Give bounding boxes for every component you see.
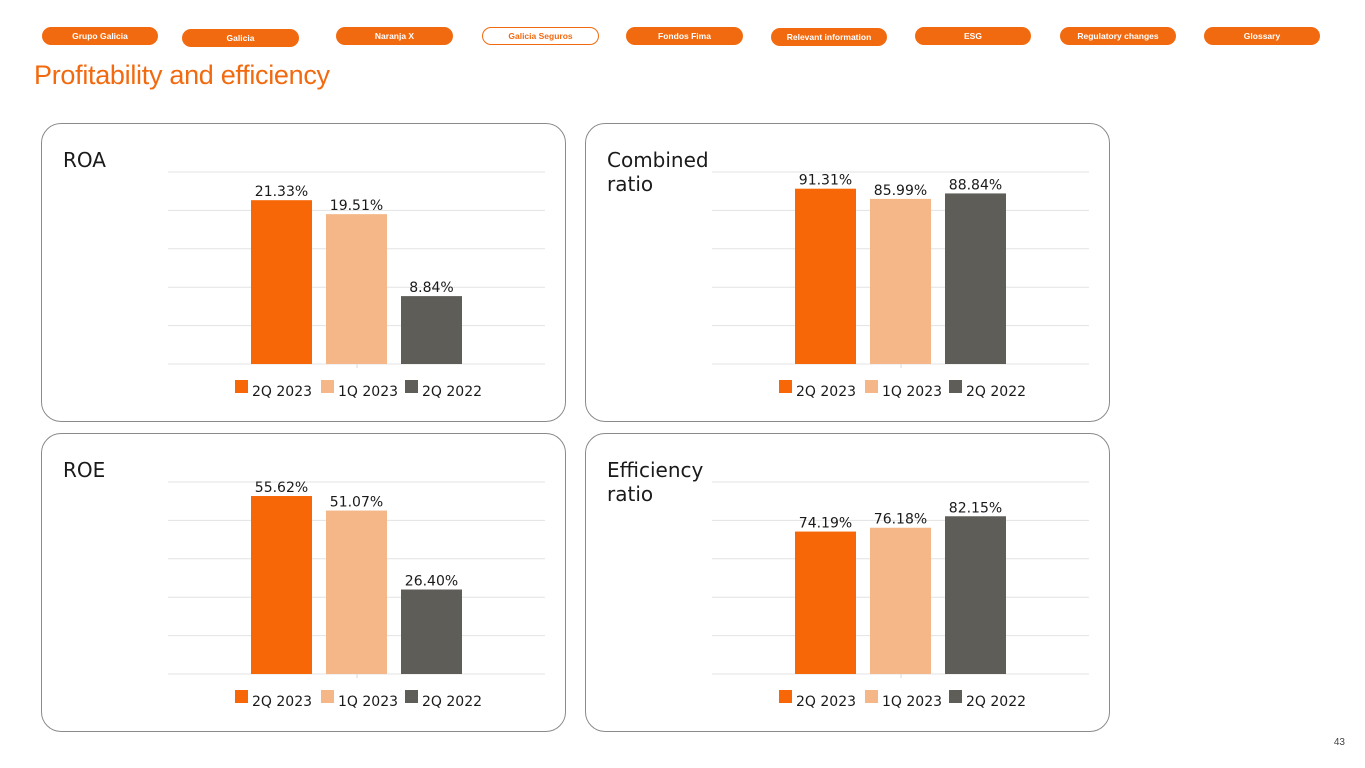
chart-title: ROA [63, 148, 106, 172]
bar-1q-2023 [326, 214, 387, 364]
data-label: 91.31% [799, 173, 852, 189]
data-label: 76.18% [874, 512, 927, 528]
legend-swatch [321, 690, 334, 703]
legend-label: 2Q 2022 [966, 384, 1026, 400]
bar-2q-2022 [401, 589, 462, 674]
legend-swatch [321, 380, 334, 393]
chart-title: Combined ratio [607, 148, 709, 196]
chart-roa: 21.33% 19.51% 8.84% 2Q 2023 1Q 2023 2Q 2022 [168, 171, 545, 400]
data-label: 74.19% [799, 516, 852, 532]
legend-label: 2Q 2022 [422, 384, 482, 400]
legend-swatch [949, 380, 962, 393]
bar-2q-2022 [945, 516, 1006, 674]
legend-swatch [779, 380, 792, 393]
nav-glossary[interactable]: Glossary [1204, 27, 1320, 45]
nav-galicia[interactable]: Galicia [182, 29, 299, 47]
nav-fondos-fima[interactable]: Fondos Fima [626, 27, 743, 45]
bar-2q-2022 [401, 296, 462, 364]
nav-regulatory-changes[interactable]: Regulatory changes [1060, 27, 1176, 45]
legend-swatch [949, 690, 962, 703]
chart-card-roa: ROA 21.33% 19.51% 8.84% 2Q 2023 1Q 2023 2Q 20… [41, 123, 566, 422]
legend-label: 2Q 2023 [252, 694, 312, 710]
legend-label: 1Q 2023 [882, 384, 942, 400]
data-label: 51.07% [330, 495, 383, 511]
legend-swatch [405, 380, 418, 393]
nav-grupo-galicia[interactable]: Grupo Galicia [42, 27, 158, 45]
data-label: 21.33% [255, 184, 308, 200]
bar-1q-2023 [870, 198, 931, 364]
legend-swatch [779, 690, 792, 703]
nav-relevant-information[interactable]: Relevant information [771, 28, 887, 46]
legend-swatch [235, 690, 248, 703]
legend-label: 2Q 2023 [252, 384, 312, 400]
chart-card-efficiency-ratio: Efficiency ratio 74.19% 76.18% 82.15% 2Q 20… [585, 433, 1110, 732]
chart-title: Efficiency ratio [607, 458, 704, 506]
data-label: 8.84% [409, 280, 453, 296]
data-label: 26.40% [405, 574, 458, 590]
legend-label: 1Q 2023 [338, 384, 398, 400]
legend-label: 1Q 2023 [338, 694, 398, 710]
bar-2q-2022 [945, 193, 1006, 364]
legend-swatch [865, 380, 878, 393]
legend-label: 2Q 2023 [796, 694, 856, 710]
bar-1q-2023 [870, 527, 931, 674]
chart-card-roe: ROE 55.62% 51.07% 26.40% 2Q 2023 1Q 2023 2Q 2… [41, 433, 566, 732]
data-label: 82.15% [949, 500, 1002, 516]
nav-naranja-x[interactable]: Naranja X [336, 27, 453, 45]
page-title: Profitability and efficiency [34, 60, 330, 90]
nav-esg[interactable]: ESG [915, 27, 1031, 45]
legend-swatch [235, 380, 248, 393]
chart-title: ROE [63, 458, 106, 482]
legend-label: 2Q 2022 [422, 694, 482, 710]
nav-galicia-seguros[interactable]: Galicia Seguros [482, 27, 599, 45]
bar-2q-2023 [795, 531, 856, 674]
legend-label: 2Q 2023 [796, 384, 856, 400]
chart-card-combined-ratio: Combined ratio 91.31% 85.99% 88.84% 2Q 2023… [585, 123, 1110, 422]
bar-2q-2023 [795, 188, 856, 364]
page-number: 43 [1333, 737, 1345, 748]
legend-label: 2Q 2022 [966, 694, 1026, 710]
chart-combined-ratio: 91.31% 85.99% 88.84% 2Q 2023 1Q 2023 2Q 2022 [712, 171, 1089, 400]
chart-roe: 55.62% 51.07% 26.40% 2Q 2023 1Q 2023 2Q 2022 [168, 480, 545, 710]
legend-swatch [405, 690, 418, 703]
bar-2q-2023 [251, 496, 312, 674]
bar-1q-2023 [326, 510, 387, 674]
bar-2q-2023 [251, 200, 312, 364]
legend-swatch [865, 690, 878, 703]
data-label: 88.84% [949, 177, 1002, 193]
data-label: 85.99% [874, 183, 927, 199]
legend-label: 1Q 2023 [882, 694, 942, 710]
data-label: 19.51% [330, 198, 383, 214]
chart-efficiency-ratio: 74.19% 76.18% 82.15% 2Q 2023 1Q 2023 2Q 2022 [712, 481, 1089, 710]
section-nav: Grupo Galicia Galicia Naranja X Galicia … [0, 27, 1365, 49]
data-label: 55.62% [255, 480, 308, 496]
